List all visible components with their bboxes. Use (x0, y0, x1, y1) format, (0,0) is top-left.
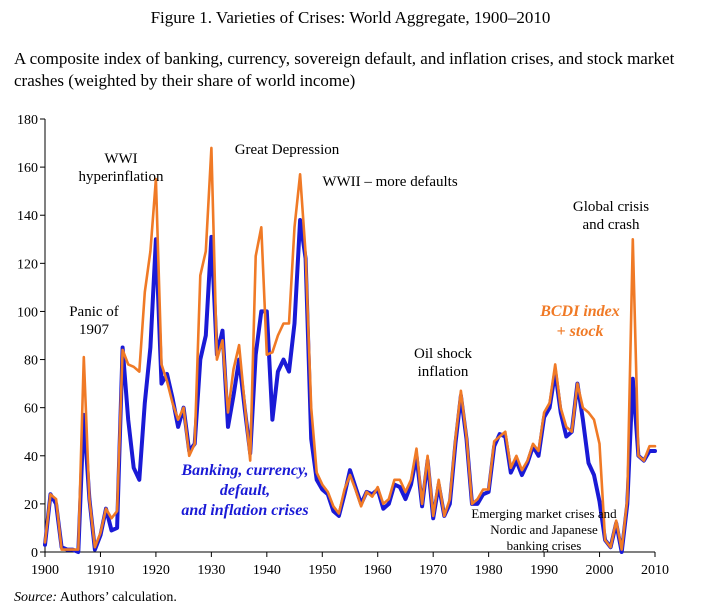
y-tick-label: 140 (17, 209, 38, 224)
x-tick-label: 1950 (308, 563, 336, 578)
figure-title: Figure 1. Varieties of Crises: World Agg… (150, 8, 551, 27)
x-tick-label: 2010 (641, 563, 669, 578)
y-tick-label: 100 (17, 305, 38, 320)
y-tick-label: 120 (17, 257, 38, 272)
x-tick-label: 1980 (475, 563, 503, 578)
series-label-bcdi-index: BCDI index + stock (539, 303, 620, 340)
figure-subtitle: A composite index of banking, currency, … (14, 49, 675, 90)
event-annotation: WWI hyperinflation (79, 151, 164, 185)
y-tick-label: 0 (31, 546, 38, 561)
x-tick-label: 1900 (31, 563, 59, 578)
x-tick-label: 1910 (86, 563, 114, 578)
x-tick-label: 1970 (419, 563, 447, 578)
y-tick-label: 60 (24, 402, 38, 417)
event-annotation: Panic of 1907 (69, 304, 119, 338)
x-tick-label: 2000 (586, 563, 614, 578)
event-annotation: Oil shock inflation (414, 346, 472, 380)
series-line-banking-currency-default-inflation (43, 218, 657, 554)
x-tick-label: 1960 (364, 563, 392, 578)
x-tick-label: 1990 (530, 563, 558, 578)
series-label-banking-crises: Banking, currency, default, and inflation … (181, 462, 309, 519)
y-tick-label: 80 (24, 354, 38, 369)
y-tick-label: 20 (24, 498, 38, 513)
event-annotation: Global crisis and crash (573, 199, 649, 233)
y-tick-label: 160 (17, 161, 38, 176)
x-tick-label: 1920 (142, 563, 170, 578)
y-tick-label: 180 (17, 113, 38, 128)
event-annotation: Great Depression (235, 142, 340, 158)
y-tick-label: 40 (24, 450, 38, 465)
x-tick-label: 1940 (253, 563, 281, 578)
source-note: Source: Authors’ calculation. (14, 590, 177, 606)
source-text: Authors’ calculation. (59, 590, 177, 605)
source-label: Source: (14, 590, 58, 605)
event-annotation: WWII – more defaults (322, 174, 458, 190)
series-line-bcdi-index-stock (43, 146, 657, 551)
x-tick-label: 1930 (197, 563, 225, 578)
event-annotation: Emerging market crises and Nordic and Jap… (471, 506, 617, 553)
